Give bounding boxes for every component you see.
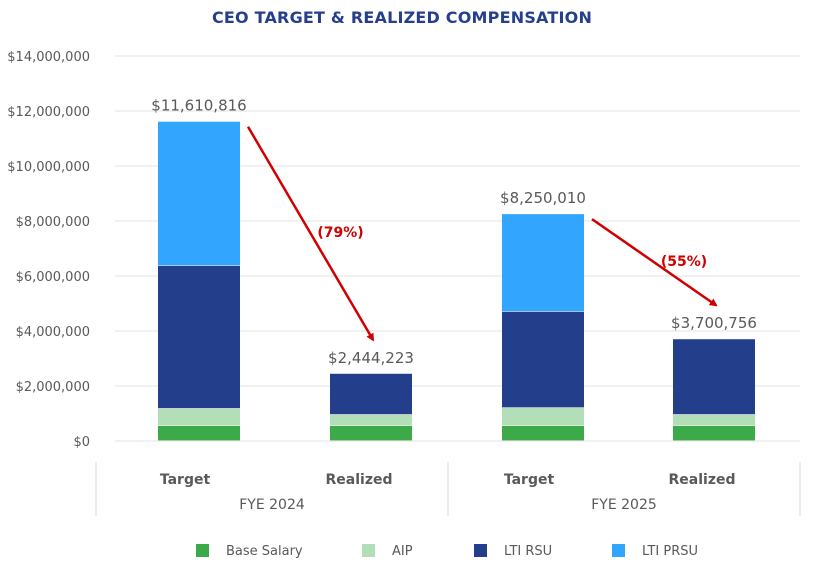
- y-tick-label: $14,000,000: [7, 50, 90, 65]
- category-label: Realized: [669, 472, 736, 488]
- total-label: $3,700,756: [671, 314, 757, 332]
- y-axis: $0 $2,000,000 $4,000,000 $6,000,000 $8,000,0…: [7, 50, 90, 450]
- x-axis: Target Realized Target Realized FYE 2024 FYE …: [95, 462, 801, 516]
- legend-label: AIP: [392, 544, 413, 559]
- y-tick-label: $4,000,000: [16, 325, 90, 340]
- bar-segment-aip: [502, 408, 584, 426]
- legend: Base Salary AIP LTI RSU LTI PRSU: [196, 544, 698, 559]
- group-label: FYE 2024: [239, 497, 305, 513]
- change-arrow: [591, 218, 718, 307]
- bar-segment-aip: [158, 408, 240, 426]
- y-tick-label: $10,000,000: [7, 160, 90, 175]
- annotations: (79%) (55%): [246, 126, 718, 342]
- legend-label: LTI RSU: [504, 544, 552, 559]
- total-label: $8,250,010: [500, 189, 586, 207]
- category-label: Target: [504, 472, 555, 488]
- bar-segment-lti-prsu: [158, 121, 240, 266]
- legend-swatch-aip: [362, 544, 375, 557]
- bar-segment-base-salary: [673, 425, 755, 441]
- bar-segment-aip: [673, 414, 755, 426]
- bar-segment-lti-prsu: [502, 214, 584, 312]
- y-tick-label: $12,000,000: [7, 105, 90, 120]
- y-tick-label: $2,000,000: [16, 380, 90, 395]
- bar-segment-base-salary: [502, 425, 584, 441]
- gridlines: [115, 55, 800, 442]
- legend-swatch-lti-rsu: [474, 544, 487, 557]
- bar-segment-lti-rsu: [158, 265, 240, 409]
- bar-segment-lti-rsu: [330, 373, 412, 415]
- bar-segment-base-salary: [158, 425, 240, 441]
- y-tick-label: $6,000,000: [16, 270, 90, 285]
- bars: [158, 121, 755, 441]
- y-tick-label: $0: [73, 435, 90, 450]
- total-labels: $11,610,816 $2,444,223 $8,250,010 $3,700,75…: [151, 97, 757, 367]
- total-label: $2,444,223: [328, 349, 414, 367]
- group-label: FYE 2025: [591, 497, 657, 513]
- category-label: Target: [160, 472, 211, 488]
- bar-segment-lti-rsu: [502, 311, 584, 408]
- percent-change-label: (55%): [661, 254, 707, 270]
- percent-change-label: (79%): [317, 225, 363, 241]
- bar-segment-base-salary: [330, 425, 412, 441]
- bar-segment-lti-rsu: [673, 339, 755, 415]
- chart-title: CEO TARGET & REALIZED COMPENSATION: [211, 8, 593, 27]
- bar-segment-aip: [330, 414, 412, 426]
- total-label: $11,610,816: [151, 97, 246, 115]
- category-label: Realized: [326, 472, 393, 488]
- y-tick-label: $8,000,000: [16, 215, 90, 230]
- change-arrow: [246, 126, 375, 342]
- legend-swatch-base-salary: [196, 544, 209, 557]
- legend-swatch-lti-prsu: [612, 544, 625, 557]
- legend-label: LTI PRSU: [642, 544, 698, 559]
- legend-label: Base Salary: [226, 544, 303, 559]
